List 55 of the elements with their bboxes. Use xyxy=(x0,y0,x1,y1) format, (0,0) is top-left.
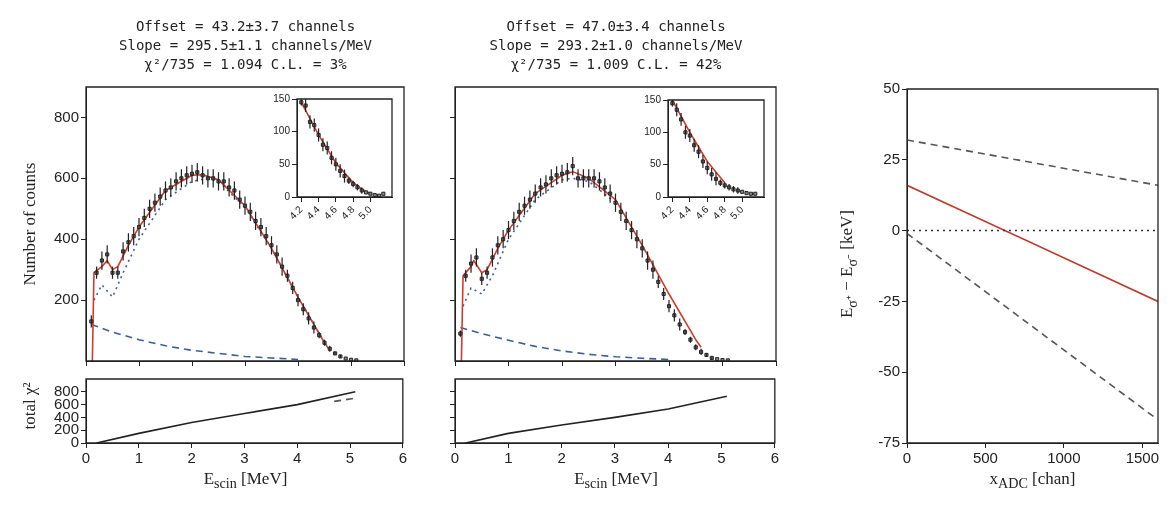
x-tick-label: 4 xyxy=(293,449,302,467)
x-tick-label: 5 xyxy=(717,449,726,467)
y-tick-label: -50 xyxy=(878,362,900,380)
x-tick-label: 5.0 xyxy=(356,203,375,222)
x-tick-label: 4 xyxy=(664,449,673,467)
x-tick-label: 4.4 xyxy=(304,203,323,222)
x-tick-label: 4.6 xyxy=(321,203,340,222)
x-tick-label: 4.8 xyxy=(338,203,357,222)
x-tick-label: 6 xyxy=(398,449,407,467)
y-tick-label: 25 xyxy=(883,149,900,167)
y-axis-title: total χ² xyxy=(20,381,40,430)
y-tick-label: 0 xyxy=(655,190,662,202)
x-tick-label: 0 xyxy=(902,449,912,467)
y-tick-label: 0 xyxy=(70,433,79,451)
x-tick-label: 1 xyxy=(134,449,143,467)
x-tick-label: 4.2 xyxy=(287,203,305,222)
x-tick-label: 1500 xyxy=(1125,449,1159,467)
y-tick-label: 100 xyxy=(644,126,662,138)
y-tick-label: 800 xyxy=(53,381,79,399)
chart-title: Offset = 47.0±3.4 channels Slope = 293.2±1.0 channels/MeV χ²/735 = 1.009 C.L. = 42% xyxy=(488,17,744,74)
y-tick-label: 150 xyxy=(273,92,291,104)
x-tick-label: 0 xyxy=(450,449,460,467)
x-tick-label: 5.0 xyxy=(727,203,746,222)
x-axis-title: x$_{ADC}$ [chan] xyxy=(989,469,1076,493)
chart-title: Offset = 43.2±3.7 channels Slope = 295.5±1.1 channels/MeV χ²/735 = 1.094 C.L. = 3% xyxy=(118,17,373,74)
y-tick-label: 50 xyxy=(278,158,291,170)
x-axis-title: E$_{scin}$ [MeV] xyxy=(203,469,288,493)
x-tick-label: 4.4 xyxy=(675,203,694,222)
y-tick-label: 50 xyxy=(883,79,900,97)
x-tick-label: 1 xyxy=(504,449,513,467)
x-tick-label: 6 xyxy=(770,449,779,467)
y-axis-title: Number of counts xyxy=(20,162,40,286)
y-tick-label: 50 xyxy=(649,158,662,170)
x-tick-label: 2 xyxy=(557,449,566,467)
x-axis-title: E$_{scin}$ [MeV] xyxy=(574,469,658,493)
y-tick-label: -25 xyxy=(878,291,900,309)
x-tick-label: 1000 xyxy=(1047,449,1081,467)
x-tick-label: 3 xyxy=(610,449,620,467)
x-tick-label: 2 xyxy=(187,449,196,467)
y-tick-label: 200 xyxy=(53,290,79,308)
y-tick-label: 600 xyxy=(53,168,79,186)
y-tick-label: 0 xyxy=(891,220,900,238)
x-tick-label: 4.2 xyxy=(658,203,677,222)
x-tick-label: 5 xyxy=(345,449,355,467)
y-tick-label: 800 xyxy=(53,107,79,125)
y-tick-label: -75 xyxy=(878,433,900,451)
y-tick-label: 400 xyxy=(53,229,79,247)
x-tick-label: 3 xyxy=(240,449,249,467)
y-tick-label: 0 xyxy=(284,190,291,202)
x-tick-label: 0 xyxy=(81,449,91,467)
y-tick-label: 150 xyxy=(644,93,662,105)
x-tick-label: 4.8 xyxy=(710,203,729,222)
x-tick-label: 4.6 xyxy=(693,203,711,222)
y-tick-label: 100 xyxy=(273,125,291,137)
x-tick-label: 500 xyxy=(972,449,998,467)
